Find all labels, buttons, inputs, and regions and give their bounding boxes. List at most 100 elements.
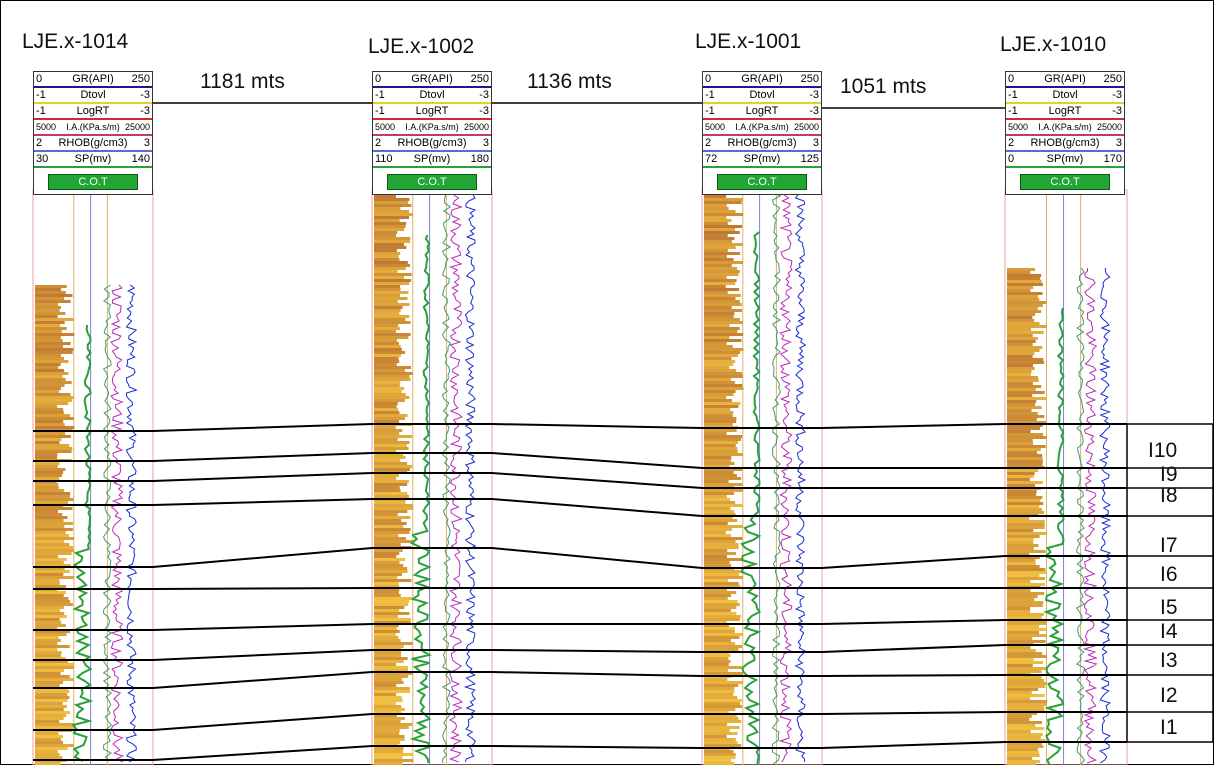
ai-fill-band [1007, 664, 1033, 667]
ai-fill-band [374, 618, 412, 621]
ai-fill-band [704, 528, 732, 531]
ai-fill-band [374, 714, 397, 717]
ai-fill-band [374, 465, 413, 468]
ai-fill-band [35, 375, 63, 378]
ai-fill-band [704, 330, 738, 333]
ai-fill-band [374, 210, 409, 213]
ai-fill-band [374, 576, 398, 579]
ai-fill-band [35, 747, 68, 750]
ai-fill-band [35, 681, 64, 684]
ai-fill-band [374, 612, 410, 615]
ai-fill-band [374, 486, 400, 489]
ai-fill-band [35, 585, 67, 588]
ai-fill-band [374, 489, 401, 492]
sp-max: 125 [800, 153, 819, 165]
ai-fill-band [1007, 448, 1041, 451]
ai-fill-band [704, 351, 740, 354]
ai-fill-band [1007, 718, 1030, 721]
ai-fill-band [35, 405, 58, 408]
ai-fill-band [35, 717, 64, 720]
ai-fill-band [374, 594, 401, 597]
ai-fill-band [1007, 295, 1039, 298]
ai-fill-band [35, 621, 62, 624]
ai-fill-band [1007, 631, 1040, 634]
ai-fill-band [704, 249, 728, 252]
ai-fill-band [374, 663, 397, 666]
ai-fill-band [35, 510, 58, 513]
ai-fill-band [1007, 376, 1039, 379]
ai-fill-band [374, 480, 409, 483]
ai-fill-band [704, 573, 739, 576]
ai-fill-band [1007, 532, 1048, 535]
ai-fill-band [374, 246, 407, 249]
ai-fill-band [35, 594, 64, 597]
ai-fill-band [1007, 445, 1046, 448]
ai-fill-band [704, 396, 727, 399]
ai-fill-band [374, 399, 405, 402]
ai-fill-band [1007, 337, 1038, 340]
ai-fill-band [374, 291, 409, 294]
ai-fill-band [374, 549, 403, 552]
ai-fill-band [35, 636, 59, 639]
ai-fill-band [704, 459, 732, 462]
ai-fill-band [374, 324, 399, 327]
rhob-max: 3 [1115, 137, 1122, 149]
ai-fill-band [374, 597, 413, 600]
ai-fill-band [374, 396, 410, 399]
sp-curve [740, 231, 762, 765]
rt-max: -3 [809, 105, 819, 117]
ai-fill-band [35, 618, 60, 621]
ai-fill-band [704, 228, 736, 231]
ai-fill-band [35, 732, 59, 735]
ai-fill-band [374, 492, 408, 495]
ai-fill-band [374, 318, 406, 321]
ai-fill-band [1007, 604, 1043, 607]
ai-fill-band [35, 708, 64, 711]
ai-fill-band [35, 309, 60, 312]
ai-fill-band [374, 684, 397, 687]
ai-max: 25000 [124, 122, 150, 132]
ai-fill-band [35, 669, 65, 672]
ai-fill-band [1007, 715, 1032, 718]
ai-fill-band [704, 285, 726, 288]
ai-fill-band [35, 414, 70, 417]
rt-name: LogRT [415, 105, 449, 117]
ai-fill-band [374, 573, 402, 576]
ai-fill-band [374, 240, 411, 243]
ai-fill-band [704, 336, 730, 339]
ai-fill-band [1007, 370, 1032, 373]
ai-fill-band [704, 402, 741, 405]
ai-fill-band [704, 468, 743, 471]
ai-fill-band [704, 414, 733, 417]
ai-fill-band [704, 255, 727, 258]
ai-fill-band [35, 402, 69, 405]
dt-name: Dtovl [80, 89, 106, 101]
ai-fill-band [374, 441, 410, 444]
distance-label: 1051 mts [840, 75, 927, 98]
ai-fill-band [374, 267, 406, 270]
dt-max: -3 [1112, 89, 1122, 101]
gr-name: GR(API) [411, 73, 453, 85]
log-header-1014: 0 GR(API) 250 -1 Dtovl -3 -1 LogRT -3 5000 I.A.… [33, 71, 153, 195]
ai-fill-band [704, 750, 734, 753]
zone-label-i6: I6 [1160, 563, 1178, 586]
gr-min: 0 [375, 73, 382, 85]
ai-fill-band [1007, 367, 1035, 370]
ai-fill-band [704, 312, 735, 315]
ai-fill-band [374, 279, 412, 282]
ai-fill-band [1007, 493, 1037, 496]
ai-fill-band [1007, 682, 1047, 685]
ai-fill-band [1007, 697, 1031, 700]
ai-fill-band [35, 489, 65, 492]
ai-fill-band [35, 693, 68, 696]
ai-fill-band [374, 504, 413, 507]
ai-fill-band [35, 495, 70, 498]
rt-name: LogRT [76, 105, 110, 117]
ai-min: 5000 [375, 122, 396, 132]
ai-fill-band [374, 747, 404, 750]
ai-fill-band [374, 534, 399, 537]
ai-fill-band [704, 669, 729, 672]
ai-fill-band [1007, 742, 1042, 745]
ai-fill-band [35, 753, 60, 756]
ai-fill-band [35, 324, 61, 327]
